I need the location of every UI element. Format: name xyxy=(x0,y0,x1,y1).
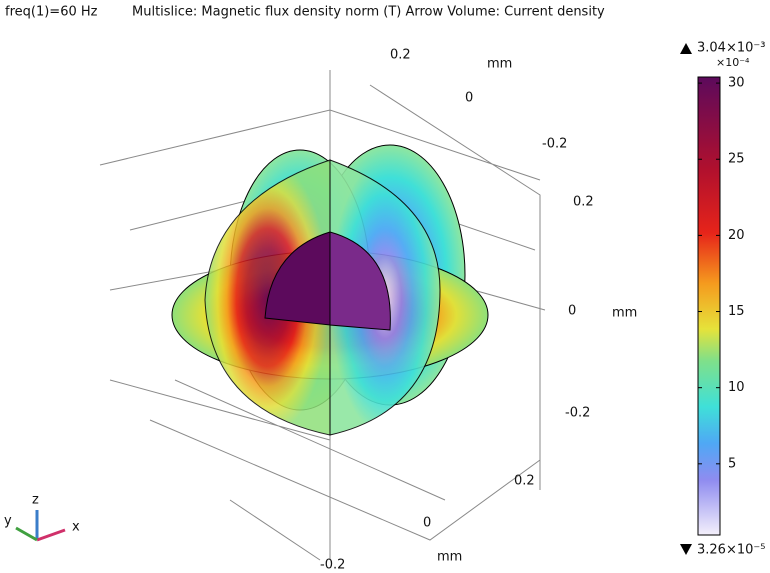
axis-tick-label: mm xyxy=(487,57,512,72)
colorbar-tick-label: 30 xyxy=(728,76,745,91)
colorbar-max: 3.04×10⁻³ xyxy=(697,41,765,56)
axis-tick-label: 0 xyxy=(568,304,576,319)
colorbar-tick-label: 25 xyxy=(728,152,745,167)
triad-label: z xyxy=(32,493,39,508)
min-marker xyxy=(680,544,692,555)
axis-tick-label: -0.2 xyxy=(542,137,567,152)
axis-tick-label: 0.2 xyxy=(573,195,594,210)
plot-window: freq(1)=60 Hz Multislice: Magnetic flux … xyxy=(0,0,770,573)
slices xyxy=(172,145,488,435)
axis-tick-label: 0 xyxy=(465,91,473,106)
axis-triad xyxy=(16,510,65,540)
axis-tick-label: 0 xyxy=(423,516,431,531)
colorbar-tick-label: 20 xyxy=(728,228,745,243)
colorbar-tick-label: 15 xyxy=(728,304,745,319)
axis-tick-label: 0.2 xyxy=(390,48,411,63)
max-marker xyxy=(680,43,692,54)
frequency-label: freq(1)=60 Hz xyxy=(5,5,98,20)
triad-label: y xyxy=(4,514,12,529)
axis-tick-label: -0.2 xyxy=(565,406,590,421)
colorbar-tick-label: 10 xyxy=(728,380,745,395)
triad-label: x xyxy=(72,520,80,535)
axis-tick-label: mm xyxy=(612,306,637,321)
colorbar-scale: ×10⁻⁴ xyxy=(716,56,750,69)
colorbar-min: 3.26×10⁻⁵ xyxy=(697,543,765,558)
axis-tick-label: mm xyxy=(437,550,462,565)
axis-tick-label: -0.2 xyxy=(320,558,345,573)
colorbar xyxy=(698,77,720,535)
colorbar-tick-label: 5 xyxy=(728,456,736,471)
axis-tick-label: 0.2 xyxy=(514,474,535,489)
plot-title: Multislice: Magnetic flux density norm (… xyxy=(132,5,605,20)
